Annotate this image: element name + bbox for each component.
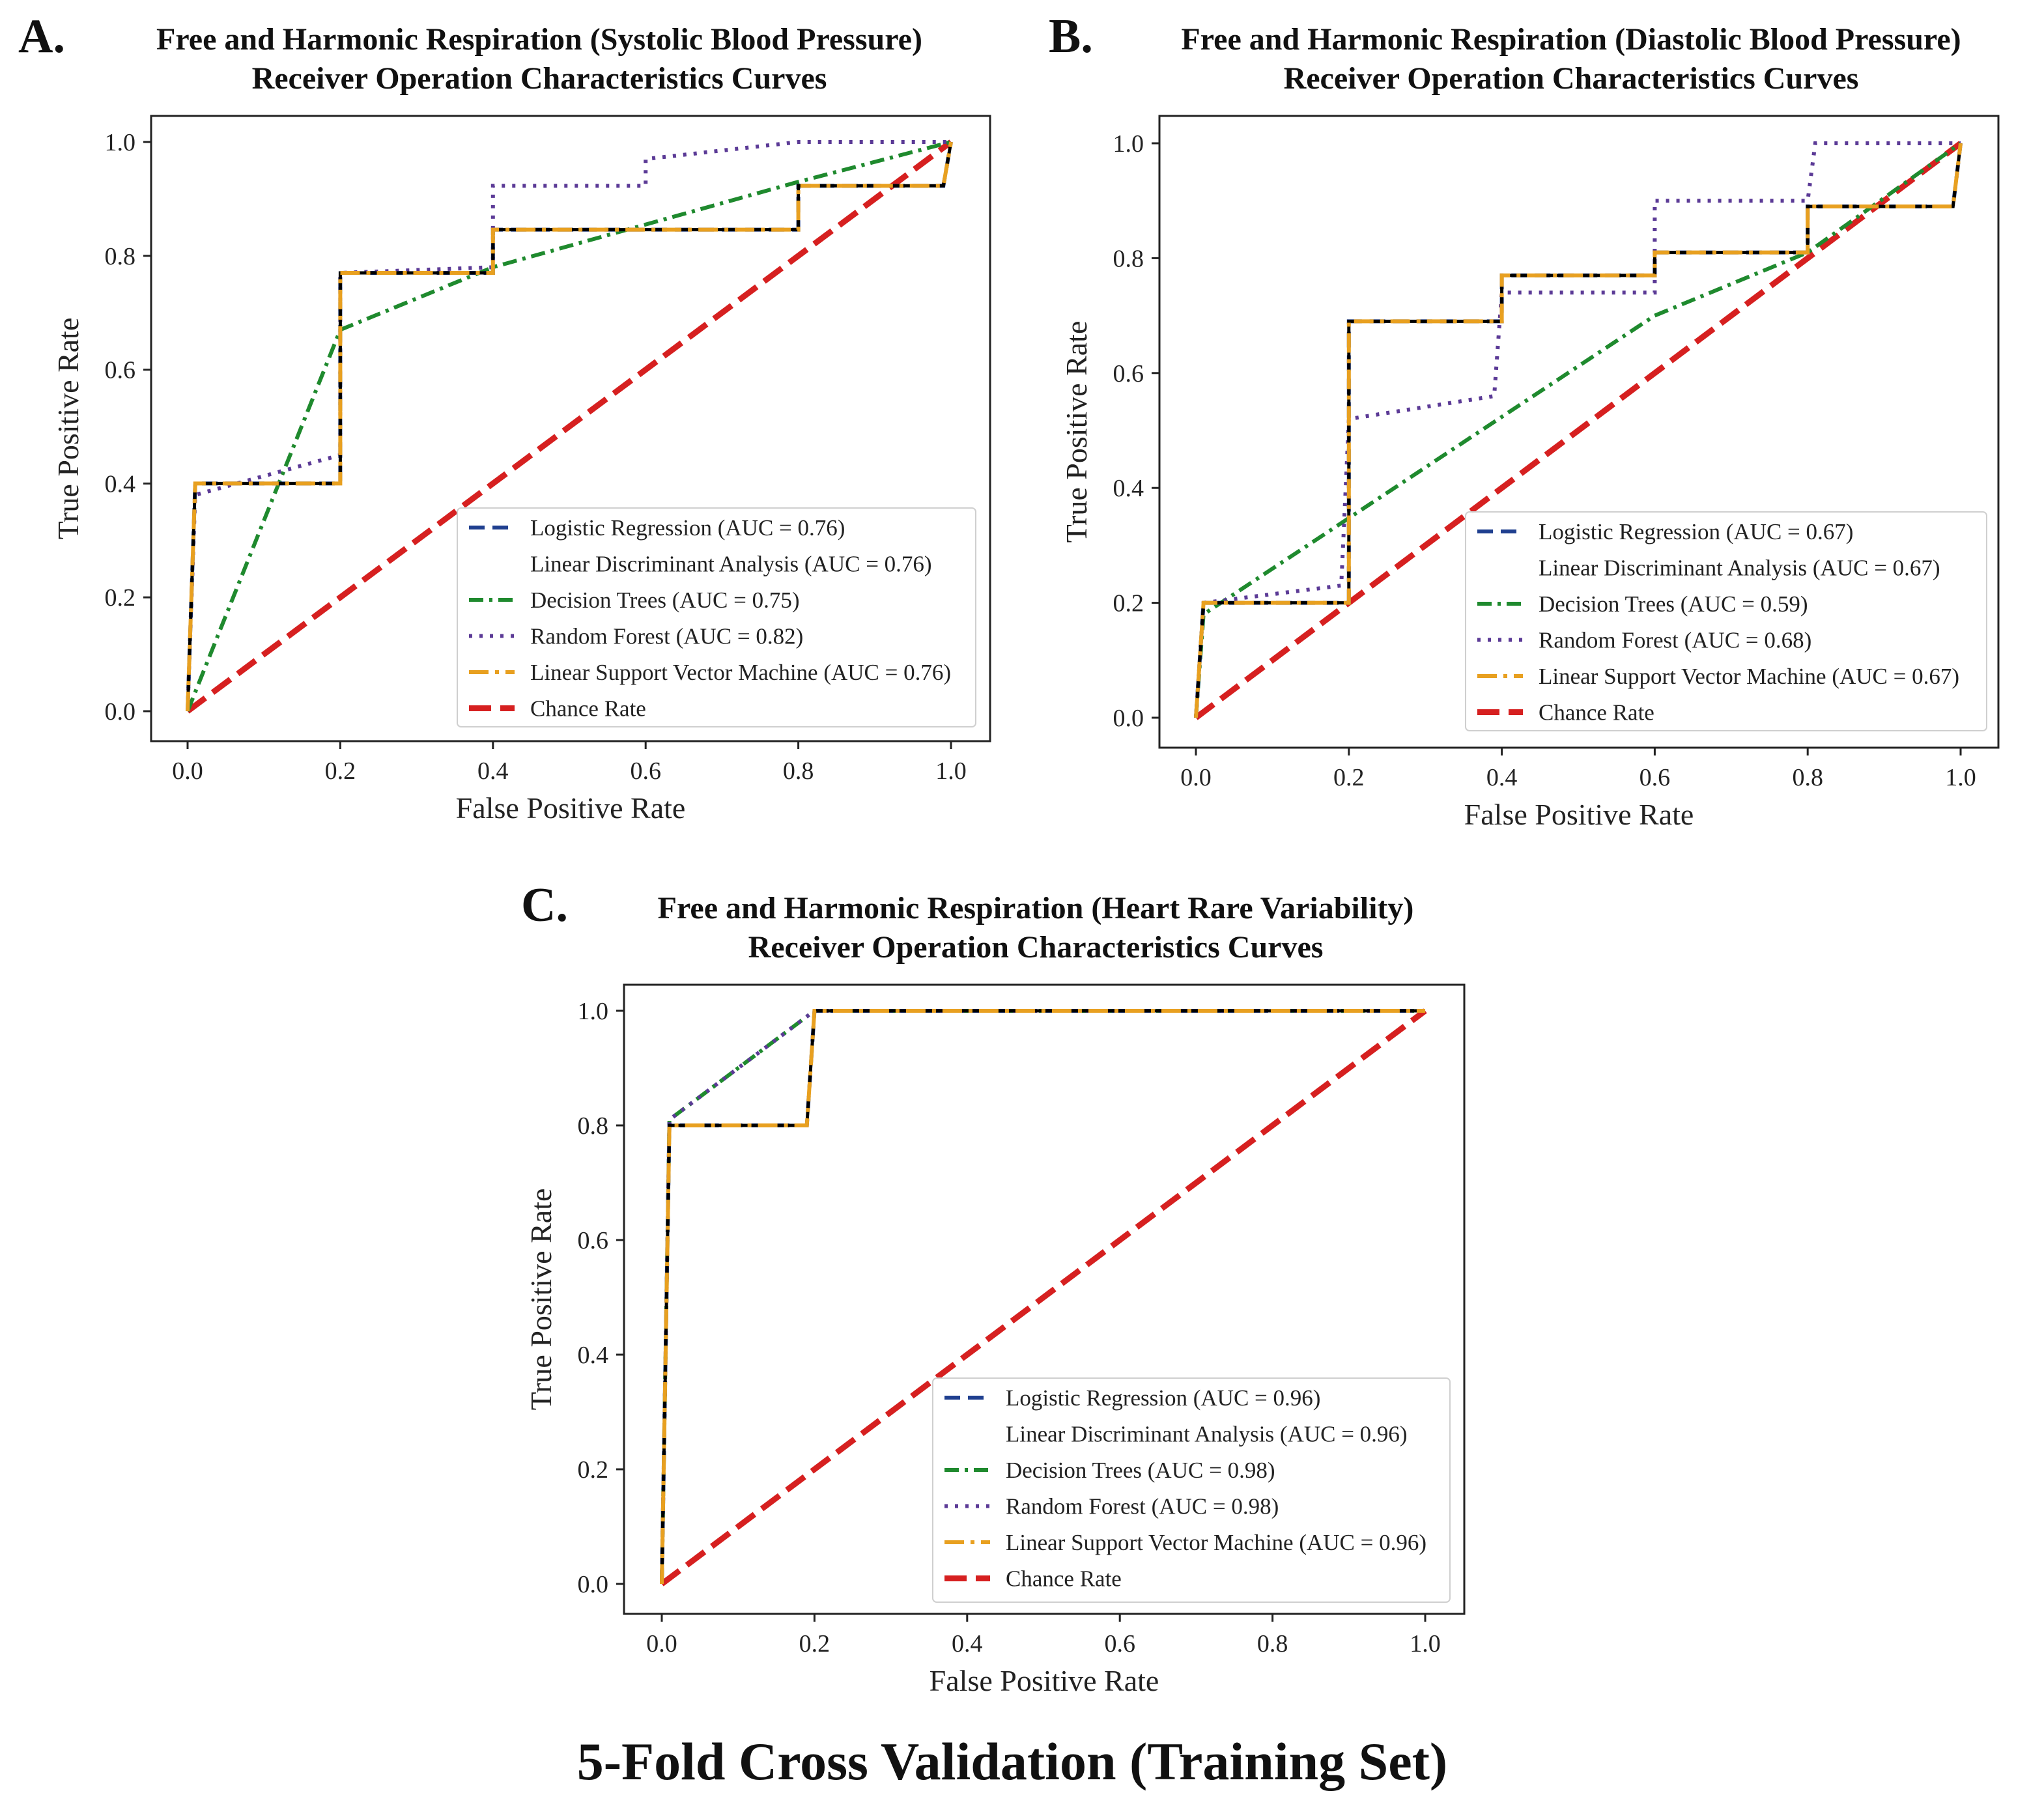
legend-label-svm: Linear Support Vector Machine (AUC = 0.6… xyxy=(1539,664,1959,689)
legend: Logistic Regression (AUC = 0.76) Linear D… xyxy=(457,507,976,727)
panel-a-title: Free and Harmonic Respiration (Systolic … xyxy=(156,22,922,57)
legend-label-svm: Linear Support Vector Machine (AUC = 0.9… xyxy=(1006,1530,1427,1555)
panel-b-plot: 0.0 0.2 0.4 0.6 0.8 1.0 0.0 0.2 0.4 0.6 0.8 1.0 Fals… xyxy=(1060,115,2000,831)
legend-label-lda: Linear Discriminant Analysis (AUC = 0.67… xyxy=(1539,556,1940,581)
y-tick-label: 0.6 xyxy=(578,1227,609,1254)
legend-label-logistic: Logistic Regression (AUC = 0.96) xyxy=(1006,1385,1320,1411)
x-tick-label: 0.4 xyxy=(477,757,509,785)
legend-box xyxy=(932,1377,1451,1603)
y-tick-label: 0.2 xyxy=(1113,590,1144,617)
y-axis-label: True Positive Rate xyxy=(524,1189,558,1411)
x-tick-label: 0.8 xyxy=(1257,1630,1288,1658)
series-line-chance xyxy=(660,1008,1427,1587)
x-tick-label: 0.2 xyxy=(799,1630,830,1658)
x-tick-label: 1.0 xyxy=(1410,1630,1441,1658)
panel-a: A. Free and Harmonic Respiration (Systol… xyxy=(18,10,991,825)
legend-label-lda: Linear Discriminant Analysis (AUC = 0.96… xyxy=(1006,1422,1408,1447)
x-tick-label: 1.0 xyxy=(935,757,967,785)
legend-label-forest: Random Forest (AUC = 0.82) xyxy=(530,624,803,649)
panel-b: B. Free and Harmonic Respiration (Diasto… xyxy=(1049,10,2000,831)
legend-label-logistic: Logistic Regression (AUC = 0.67) xyxy=(1539,519,1853,544)
y-tick-label: 0.2 xyxy=(105,584,136,612)
x-tick-label: 0.8 xyxy=(1792,764,1823,791)
legend-label-chance: Chance Rate xyxy=(1539,700,1654,726)
y-tick-label: 0.2 xyxy=(578,1456,609,1484)
y-tick-label: 0.0 xyxy=(1113,705,1144,732)
panel-b-title: Free and Harmonic Respiration (Diastolic… xyxy=(1181,22,1961,57)
panel-c-letter: C. xyxy=(521,879,568,932)
legend-label-tree: Decision Trees (AUC = 0.59) xyxy=(1539,591,1808,617)
legend-label-tree: Decision Trees (AUC = 0.98) xyxy=(1006,1458,1275,1483)
panel-c-plot: 0.0 0.2 0.4 0.6 0.8 1.0 0.0 0.2 0.4 0.6 0.8 1.0 Fals… xyxy=(524,983,1466,1697)
x-axis-label: False Positive Rate xyxy=(456,791,686,825)
y-tick-label: 0.8 xyxy=(1113,245,1144,272)
x-tick-label: 0.0 xyxy=(646,1630,677,1658)
x-tick-label: 0.0 xyxy=(1180,764,1212,791)
series-line-svm xyxy=(186,141,953,712)
series-line-chance xyxy=(1194,141,1963,720)
x-tick-label: 0.8 xyxy=(783,757,814,785)
y-tick-label: 1.0 xyxy=(1113,130,1144,158)
legend: Logistic Regression (AUC = 0.67) Linear D… xyxy=(1465,511,1987,731)
y-tick-label: 0.4 xyxy=(105,470,136,498)
y-tick-label: 1.0 xyxy=(105,129,136,156)
x-tick-label: 0.0 xyxy=(172,757,203,785)
legend-box xyxy=(457,507,976,727)
legend-label-forest: Random Forest (AUC = 0.68) xyxy=(1539,628,1811,653)
x-tick-label: 0.4 xyxy=(1486,764,1518,791)
y-axis-label: True Positive Rate xyxy=(1060,321,1093,543)
y-tick-label: 1.0 xyxy=(578,998,609,1025)
panel-b-letter: B. xyxy=(1049,10,1093,63)
y-tick-label: 0.4 xyxy=(578,1342,609,1369)
legend-label-lda: Linear Discriminant Analysis (AUC = 0.76… xyxy=(530,552,932,577)
figure-footer: 5-Fold Cross Validation (Training Set) xyxy=(577,1732,1448,1791)
x-tick-label: 0.6 xyxy=(630,757,661,785)
x-tick-label: 1.0 xyxy=(1945,764,1976,791)
y-tick-label: 0.6 xyxy=(105,357,136,384)
x-axis-label: False Positive Rate xyxy=(1464,798,1694,831)
series-line-forest xyxy=(186,140,951,712)
y-axis-label: True Positive Rate xyxy=(51,318,85,540)
legend-box xyxy=(1465,511,1987,731)
x-tick-label: 0.6 xyxy=(1104,1630,1135,1658)
legend-label-chance: Chance Rate xyxy=(530,696,646,722)
panel-b-subtitle: Receiver Operation Characteristics Curve… xyxy=(1284,61,1859,96)
legend-label-forest: Random Forest (AUC = 0.98) xyxy=(1006,1494,1279,1519)
panel-c: C. Free and Harmonic Respiration (Heart … xyxy=(521,879,1466,1697)
panel-c-subtitle: Receiver Operation Characteristics Curve… xyxy=(748,930,1324,965)
series-line-chance xyxy=(186,139,953,714)
y-tick-label: 0.6 xyxy=(1113,360,1144,388)
panel-a-letter: A. xyxy=(18,10,65,63)
x-tick-label: 0.2 xyxy=(1333,764,1365,791)
legend-label-svm: Linear Support Vector Machine (AUC = 0.7… xyxy=(530,660,951,685)
legend-label-chance: Chance Rate xyxy=(1006,1566,1122,1592)
legend: Logistic Regression (AUC = 0.96) Linear D… xyxy=(932,1377,1451,1603)
x-tick-label: 0.2 xyxy=(325,757,356,785)
panel-a-subtitle: Receiver Operation Characteristics Curve… xyxy=(252,61,827,96)
series-line-tree xyxy=(186,140,952,713)
series-line-svm xyxy=(660,1009,1425,1585)
y-tick-label: 0.0 xyxy=(105,698,136,726)
legend-label-logistic: Logistic Regression (AUC = 0.76) xyxy=(530,515,845,541)
y-tick-label: 0.8 xyxy=(578,1112,609,1140)
series-line-svm xyxy=(1194,143,1963,718)
y-tick-label: 0.8 xyxy=(105,243,136,270)
panel-a-plot: 0.0 0.2 0.4 0.6 0.8 1.0 0.0 0.2 0.4 0.6 0.8 1.0 Fals… xyxy=(51,115,991,825)
x-tick-label: 0.6 xyxy=(1639,764,1671,791)
y-tick-label: 0.4 xyxy=(1113,475,1144,502)
x-tick-label: 0.4 xyxy=(952,1630,983,1658)
panel-c-title: Free and Harmonic Respiration (Heart Rar… xyxy=(658,891,1414,925)
y-tick-label: 0.0 xyxy=(578,1571,609,1598)
x-axis-label: False Positive Rate xyxy=(930,1664,1159,1697)
legend-label-tree: Decision Trees (AUC = 0.75) xyxy=(530,587,799,613)
